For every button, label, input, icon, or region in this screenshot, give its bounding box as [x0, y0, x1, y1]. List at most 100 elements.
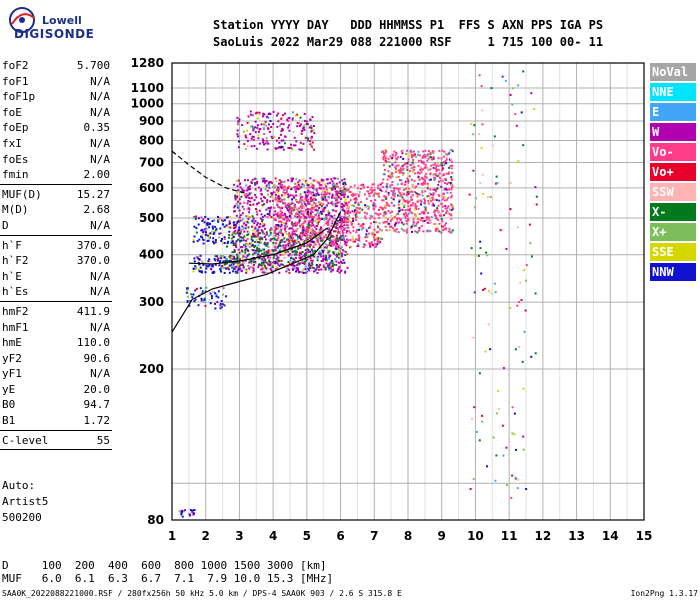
echo-point	[373, 236, 375, 239]
echo-point	[263, 143, 265, 146]
echo-point	[435, 190, 437, 193]
echo-point	[395, 164, 398, 167]
echo-point	[291, 194, 294, 197]
echo-point	[415, 185, 418, 188]
echo-point	[306, 248, 309, 251]
echo-point	[402, 193, 405, 196]
echo-point	[311, 263, 314, 266]
echo-point	[246, 248, 249, 251]
echo-point	[418, 213, 421, 216]
echo-point	[397, 164, 400, 167]
echo-point	[385, 229, 388, 232]
echo-point	[183, 509, 186, 512]
echo-point	[327, 213, 330, 216]
echo-point	[309, 140, 312, 143]
echo-point	[232, 235, 235, 238]
param-row: B1 1.72	[0, 413, 112, 429]
echo-point	[248, 208, 251, 211]
echo-point	[238, 183, 241, 186]
echo-point	[290, 143, 292, 146]
echo-point	[188, 513, 191, 516]
echo-point	[417, 200, 420, 203]
echo-point	[234, 205, 236, 207]
echo-point	[499, 229, 502, 232]
echo-point	[343, 178, 346, 181]
echo-point	[330, 178, 333, 181]
plot-frame	[171, 62, 645, 521]
echo-point	[263, 133, 266, 135]
echo-point	[253, 139, 255, 142]
echo-point	[232, 183, 235, 186]
echo-point	[263, 179, 266, 182]
echo-point	[320, 226, 323, 229]
echo-point	[322, 186, 325, 189]
echo-point	[405, 231, 408, 234]
echo-point	[400, 179, 403, 182]
echo-point	[445, 158, 448, 161]
echo-point	[201, 220, 204, 222]
echo-point	[217, 259, 219, 262]
echo-point	[231, 238, 234, 241]
echo-point	[244, 136, 247, 139]
echo-point	[281, 232, 284, 235]
echo-point	[318, 243, 321, 246]
echo-point	[276, 189, 279, 192]
echo-point	[278, 220, 280, 223]
echo-point	[414, 224, 416, 227]
echo-point	[188, 304, 191, 307]
echo-point	[251, 135, 254, 138]
echo-point	[451, 229, 454, 232]
echo-point	[206, 239, 209, 242]
echo-point	[194, 298, 197, 301]
echo-point	[511, 474, 514, 477]
echo-point	[419, 154, 421, 157]
echo-point	[275, 257, 278, 260]
echo-point	[302, 225, 305, 227]
auto-label: Auto:	[2, 479, 36, 492]
echo-point	[244, 148, 247, 150]
echo-point	[247, 187, 250, 190]
echo-point	[382, 173, 385, 176]
echo-point	[312, 240, 315, 243]
y-tick-label: 800	[139, 133, 164, 147]
echo-point	[310, 127, 313, 129]
echo-point	[288, 204, 291, 207]
echo-point	[303, 124, 306, 127]
echo-point	[246, 194, 249, 197]
echo-point	[395, 152, 398, 155]
echo-point	[293, 136, 296, 139]
echo-point	[381, 182, 384, 184]
echo-point	[371, 183, 374, 186]
echo-point	[443, 214, 445, 217]
echo-point	[284, 192, 287, 194]
param-value: N/A	[90, 136, 110, 150]
echo-point	[265, 137, 268, 140]
echo-point	[283, 246, 286, 249]
echo-point	[263, 271, 266, 274]
echo-point	[353, 198, 356, 201]
echo-point	[297, 184, 300, 186]
echo-point	[411, 183, 414, 186]
echo-point	[326, 236, 329, 239]
echo-point	[279, 220, 282, 223]
echo-point	[253, 222, 256, 225]
echo-point	[249, 200, 252, 203]
echo-point	[373, 233, 376, 236]
echo-point	[239, 202, 242, 205]
echo-point	[420, 200, 423, 203]
echo-point	[529, 242, 532, 245]
echo-point	[289, 212, 292, 215]
echo-point	[248, 197, 251, 199]
echo-point	[450, 186, 453, 189]
echo-point	[412, 159, 415, 161]
echo-point	[428, 179, 431, 181]
echo-point	[299, 185, 302, 188]
echo-point	[277, 200, 280, 203]
echo-point	[287, 120, 290, 123]
param-value: 0.35	[83, 121, 111, 135]
echo-point	[338, 196, 341, 199]
echo-point	[341, 230, 344, 232]
echo-point	[403, 188, 405, 191]
echo-point	[299, 232, 302, 235]
echo-point	[180, 511, 183, 513]
